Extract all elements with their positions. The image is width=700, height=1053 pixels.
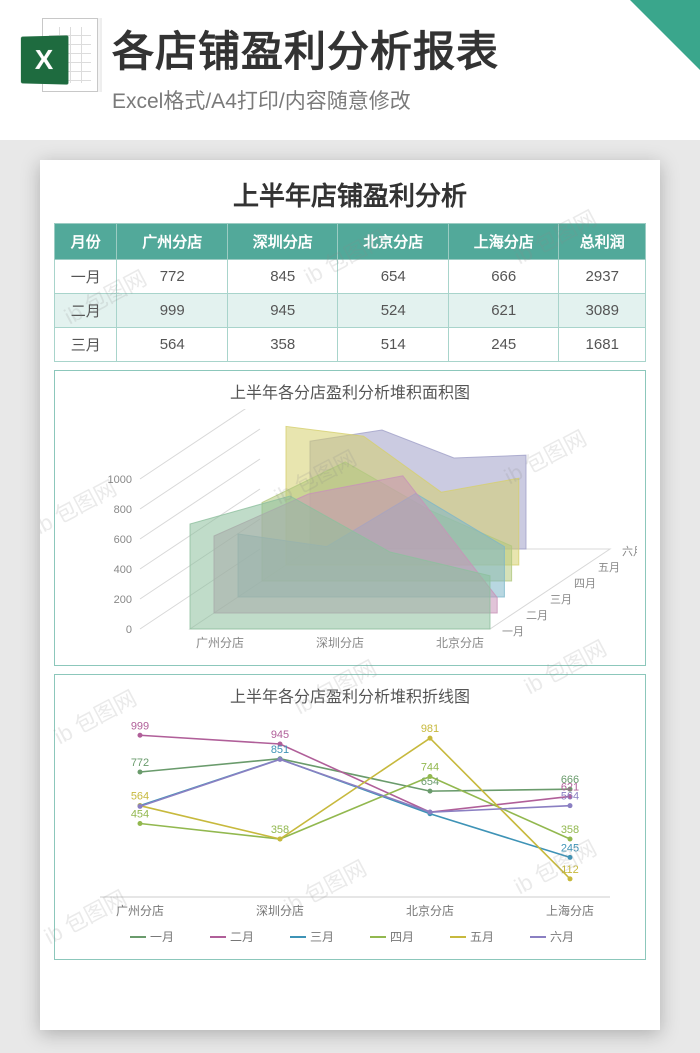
svg-text:三月: 三月 (550, 594, 572, 606)
line-chart-panel: 上半年各分店盈利分析堆积折线图 772654666999945621851245… (54, 674, 646, 960)
svg-text:744: 744 (421, 762, 439, 774)
table-cell: 621 (448, 294, 559, 328)
svg-text:一月: 一月 (150, 930, 174, 944)
corner-triangle (630, 0, 700, 70)
table-cell: 1681 (559, 328, 646, 362)
svg-text:六月: 六月 (550, 930, 574, 944)
table-header-cell: 北京分店 (338, 224, 449, 260)
line-chart-title: 上半年各分店盈利分析堆积折线图 (63, 683, 637, 707)
spreadsheet-page: 上半年店铺盈利分析 月份广州分店深圳分店北京分店上海分店总利润 一月772845… (40, 160, 660, 1030)
svg-text:一月: 一月 (502, 626, 524, 638)
table-cell: 845 (227, 260, 338, 294)
table-cell: 945 (227, 294, 338, 328)
svg-text:772: 772 (131, 757, 149, 769)
svg-text:上海分店: 上海分店 (546, 903, 594, 918)
table-cell: 666 (448, 260, 559, 294)
svg-text:六月: 六月 (622, 545, 637, 558)
svg-text:851: 851 (271, 744, 289, 756)
svg-text:广州分店: 广州分店 (116, 904, 164, 918)
svg-text:北京分店: 北京分店 (436, 636, 484, 650)
table-cell: 二月 (55, 294, 117, 328)
page-header: X 各店铺盈利分析报表 Excel格式/A4打印/内容随意修改 (0, 0, 700, 140)
table-row: 二月9999455246213089 (55, 294, 646, 328)
table-header-cell: 月份 (55, 224, 117, 260)
table-header-cell: 深圳分店 (227, 224, 338, 260)
table-row: 三月5643585142451681 (55, 328, 646, 362)
svg-text:245: 245 (561, 842, 579, 854)
svg-text:981: 981 (421, 723, 439, 735)
svg-text:564: 564 (131, 791, 149, 803)
table-cell: 一月 (55, 260, 117, 294)
area-3d-chart: 0 200 400 600 800 1000 广州分店 深圳分店 北京分店 一月二月三月四月五月六… (63, 409, 637, 659)
svg-text:深圳分店: 深圳分店 (316, 636, 364, 650)
svg-text:五月: 五月 (598, 562, 620, 574)
excel-icon: X (20, 18, 98, 100)
table-row: 一月7728456546662937 (55, 260, 646, 294)
table-cell: 772 (117, 260, 228, 294)
table-cell: 三月 (55, 328, 117, 362)
svg-text:800: 800 (114, 504, 132, 516)
table-cell: 358 (227, 328, 338, 362)
svg-text:945: 945 (271, 729, 289, 741)
table-cell: 524 (338, 294, 449, 328)
table-cell: 514 (338, 328, 449, 362)
table-cell: 245 (448, 328, 559, 362)
svg-text:五月: 五月 (470, 930, 494, 944)
svg-text:564: 564 (561, 791, 579, 803)
report-title: 上半年店铺盈利分析 (54, 176, 646, 213)
svg-text:深圳分店: 深圳分店 (256, 904, 304, 918)
svg-text:400: 400 (114, 564, 132, 576)
svg-text:1000: 1000 (108, 474, 132, 486)
svg-text:112: 112 (561, 864, 579, 876)
table-header-cell: 总利润 (559, 224, 646, 260)
svg-text:北京分店: 北京分店 (406, 904, 454, 918)
svg-text:四月: 四月 (390, 930, 414, 944)
table-header-cell: 上海分店 (448, 224, 559, 260)
profit-table: 月份广州分店深圳分店北京分店上海分店总利润 一月7728456546662937… (54, 223, 646, 362)
table-cell: 2937 (559, 260, 646, 294)
svg-text:358: 358 (561, 824, 579, 836)
svg-text:600: 600 (114, 534, 132, 546)
table-cell: 564 (117, 328, 228, 362)
svg-text:广州分店: 广州分店 (196, 636, 244, 650)
svg-text:454: 454 (131, 808, 149, 820)
area-chart-title: 上半年各分店盈利分析堆积面积图 (63, 379, 637, 403)
page-title: 各店铺盈利分析报表 (112, 18, 680, 79)
table-cell: 3089 (559, 294, 646, 328)
svg-text:200: 200 (114, 594, 132, 606)
line-chart: 7726546669999456218512454543587443585649… (63, 713, 637, 953)
svg-text:二月: 二月 (230, 930, 254, 944)
table-header-cell: 广州分店 (117, 224, 228, 260)
svg-text:0: 0 (126, 624, 132, 636)
svg-text:999: 999 (131, 720, 149, 732)
table-cell: 654 (338, 260, 449, 294)
svg-text:二月: 二月 (526, 610, 548, 622)
table-cell: 999 (117, 294, 228, 328)
area-chart-panel: 上半年各分店盈利分析堆积面积图 0 200 400 600 800 1000 广州分店 深圳分… (54, 370, 646, 666)
page-subtitle: Excel格式/A4打印/内容随意修改 (112, 85, 680, 115)
svg-text:三月: 三月 (310, 930, 334, 944)
svg-text:四月: 四月 (574, 578, 596, 590)
